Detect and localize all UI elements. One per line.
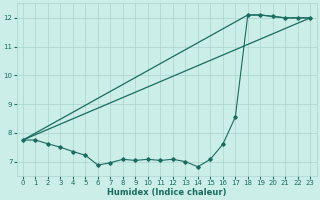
X-axis label: Humidex (Indice chaleur): Humidex (Indice chaleur) bbox=[107, 188, 226, 197]
